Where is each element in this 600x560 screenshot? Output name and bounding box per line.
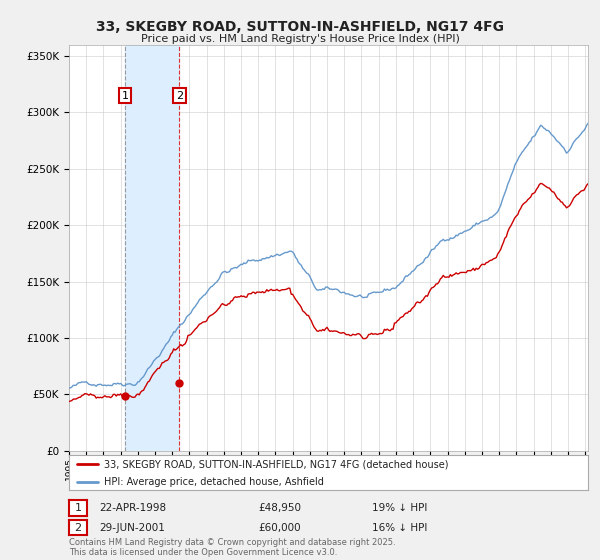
Bar <box>125 45 179 451</box>
Text: 2: 2 <box>74 522 82 533</box>
Text: 33, SKEGBY ROAD, SUTTON-IN-ASHFIELD, NG17 4FG (detached house): 33, SKEGBY ROAD, SUTTON-IN-ASHFIELD, NG1… <box>104 459 449 469</box>
Text: 2: 2 <box>176 91 183 101</box>
Text: Price paid vs. HM Land Registry's House Price Index (HPI): Price paid vs. HM Land Registry's House … <box>140 34 460 44</box>
Text: 19% ↓ HPI: 19% ↓ HPI <box>372 503 427 513</box>
Text: £48,950: £48,950 <box>258 503 301 513</box>
Text: 22-APR-1998: 22-APR-1998 <box>99 503 166 513</box>
Text: £60,000: £60,000 <box>258 522 301 533</box>
Text: 33, SKEGBY ROAD, SUTTON-IN-ASHFIELD, NG17 4FG: 33, SKEGBY ROAD, SUTTON-IN-ASHFIELD, NG1… <box>96 20 504 34</box>
Text: 1: 1 <box>121 91 128 101</box>
Text: Contains HM Land Registry data © Crown copyright and database right 2025.
This d: Contains HM Land Registry data © Crown c… <box>69 538 395 557</box>
Text: 16% ↓ HPI: 16% ↓ HPI <box>372 522 427 533</box>
Text: 29-JUN-2001: 29-JUN-2001 <box>99 522 165 533</box>
Text: HPI: Average price, detached house, Ashfield: HPI: Average price, detached house, Ashf… <box>104 477 324 487</box>
Text: 1: 1 <box>74 503 82 513</box>
